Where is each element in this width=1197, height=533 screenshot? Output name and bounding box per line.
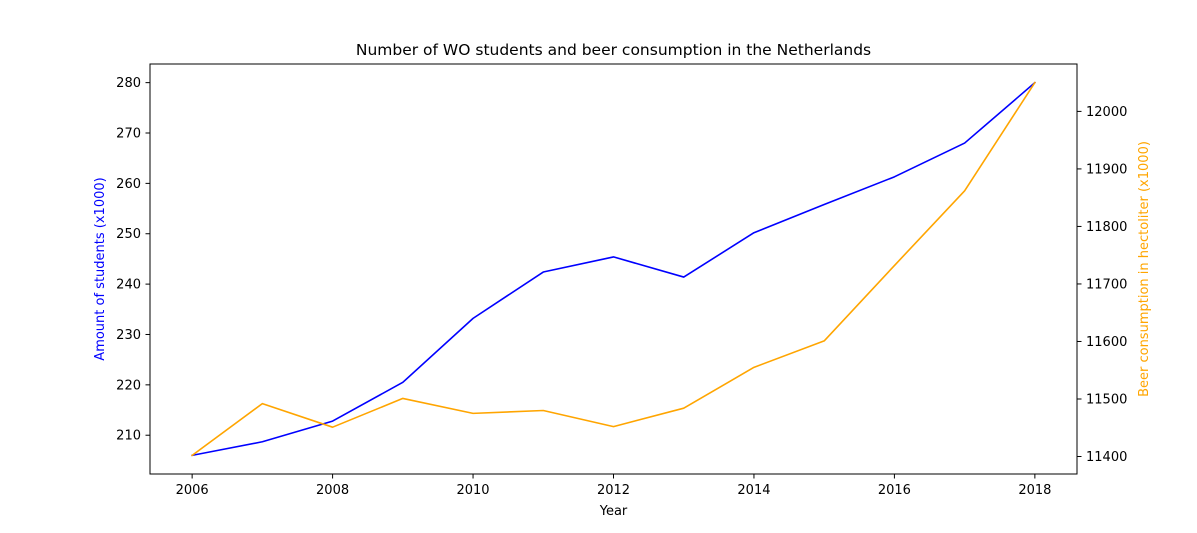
x-tick-label: 2018	[1018, 483, 1051, 498]
series-line-students	[191, 81, 1036, 457]
y-left-tick-label: 250	[116, 227, 141, 242]
x-tick-label: 2012	[597, 483, 630, 498]
y-left-tick-label: 270	[116, 127, 141, 142]
y-left-tick-label: 230	[116, 328, 141, 343]
y-axis-left-title: Amount of students (x1000)	[93, 177, 108, 360]
y-right-tick-label: 11400	[1086, 450, 1127, 465]
y-right-tick-label: 11700	[1086, 277, 1127, 292]
x-tick-label: 2008	[316, 483, 349, 498]
x-tick-label: 2006	[176, 483, 209, 498]
y-left-tick-label: 260	[116, 177, 141, 192]
y-right-tick-label: 11600	[1086, 335, 1127, 350]
x-axis-title: Year	[599, 504, 628, 519]
y-left-tick-label: 240	[116, 278, 141, 293]
y-left-tick-label: 280	[116, 76, 141, 91]
x-tick-label: 2014	[737, 483, 770, 498]
x-tick-label: 2010	[456, 483, 489, 498]
y-right-tick-label: 11900	[1086, 162, 1127, 177]
y-right-tick-label: 12000	[1086, 105, 1127, 120]
y-right-tick-label: 11500	[1086, 392, 1127, 407]
y-left-tick-label: 210	[116, 429, 141, 444]
chart-title: Number of WO students and beer consumpti…	[356, 41, 871, 59]
y-axis-right-title: Beer consumption in hectoliter (x1000)	[1137, 141, 1152, 397]
series-line-beer	[191, 81, 1036, 457]
x-tick-label: 2016	[878, 483, 911, 498]
y-right-tick-label: 11800	[1086, 220, 1127, 235]
y-left-tick-label: 220	[116, 378, 141, 393]
